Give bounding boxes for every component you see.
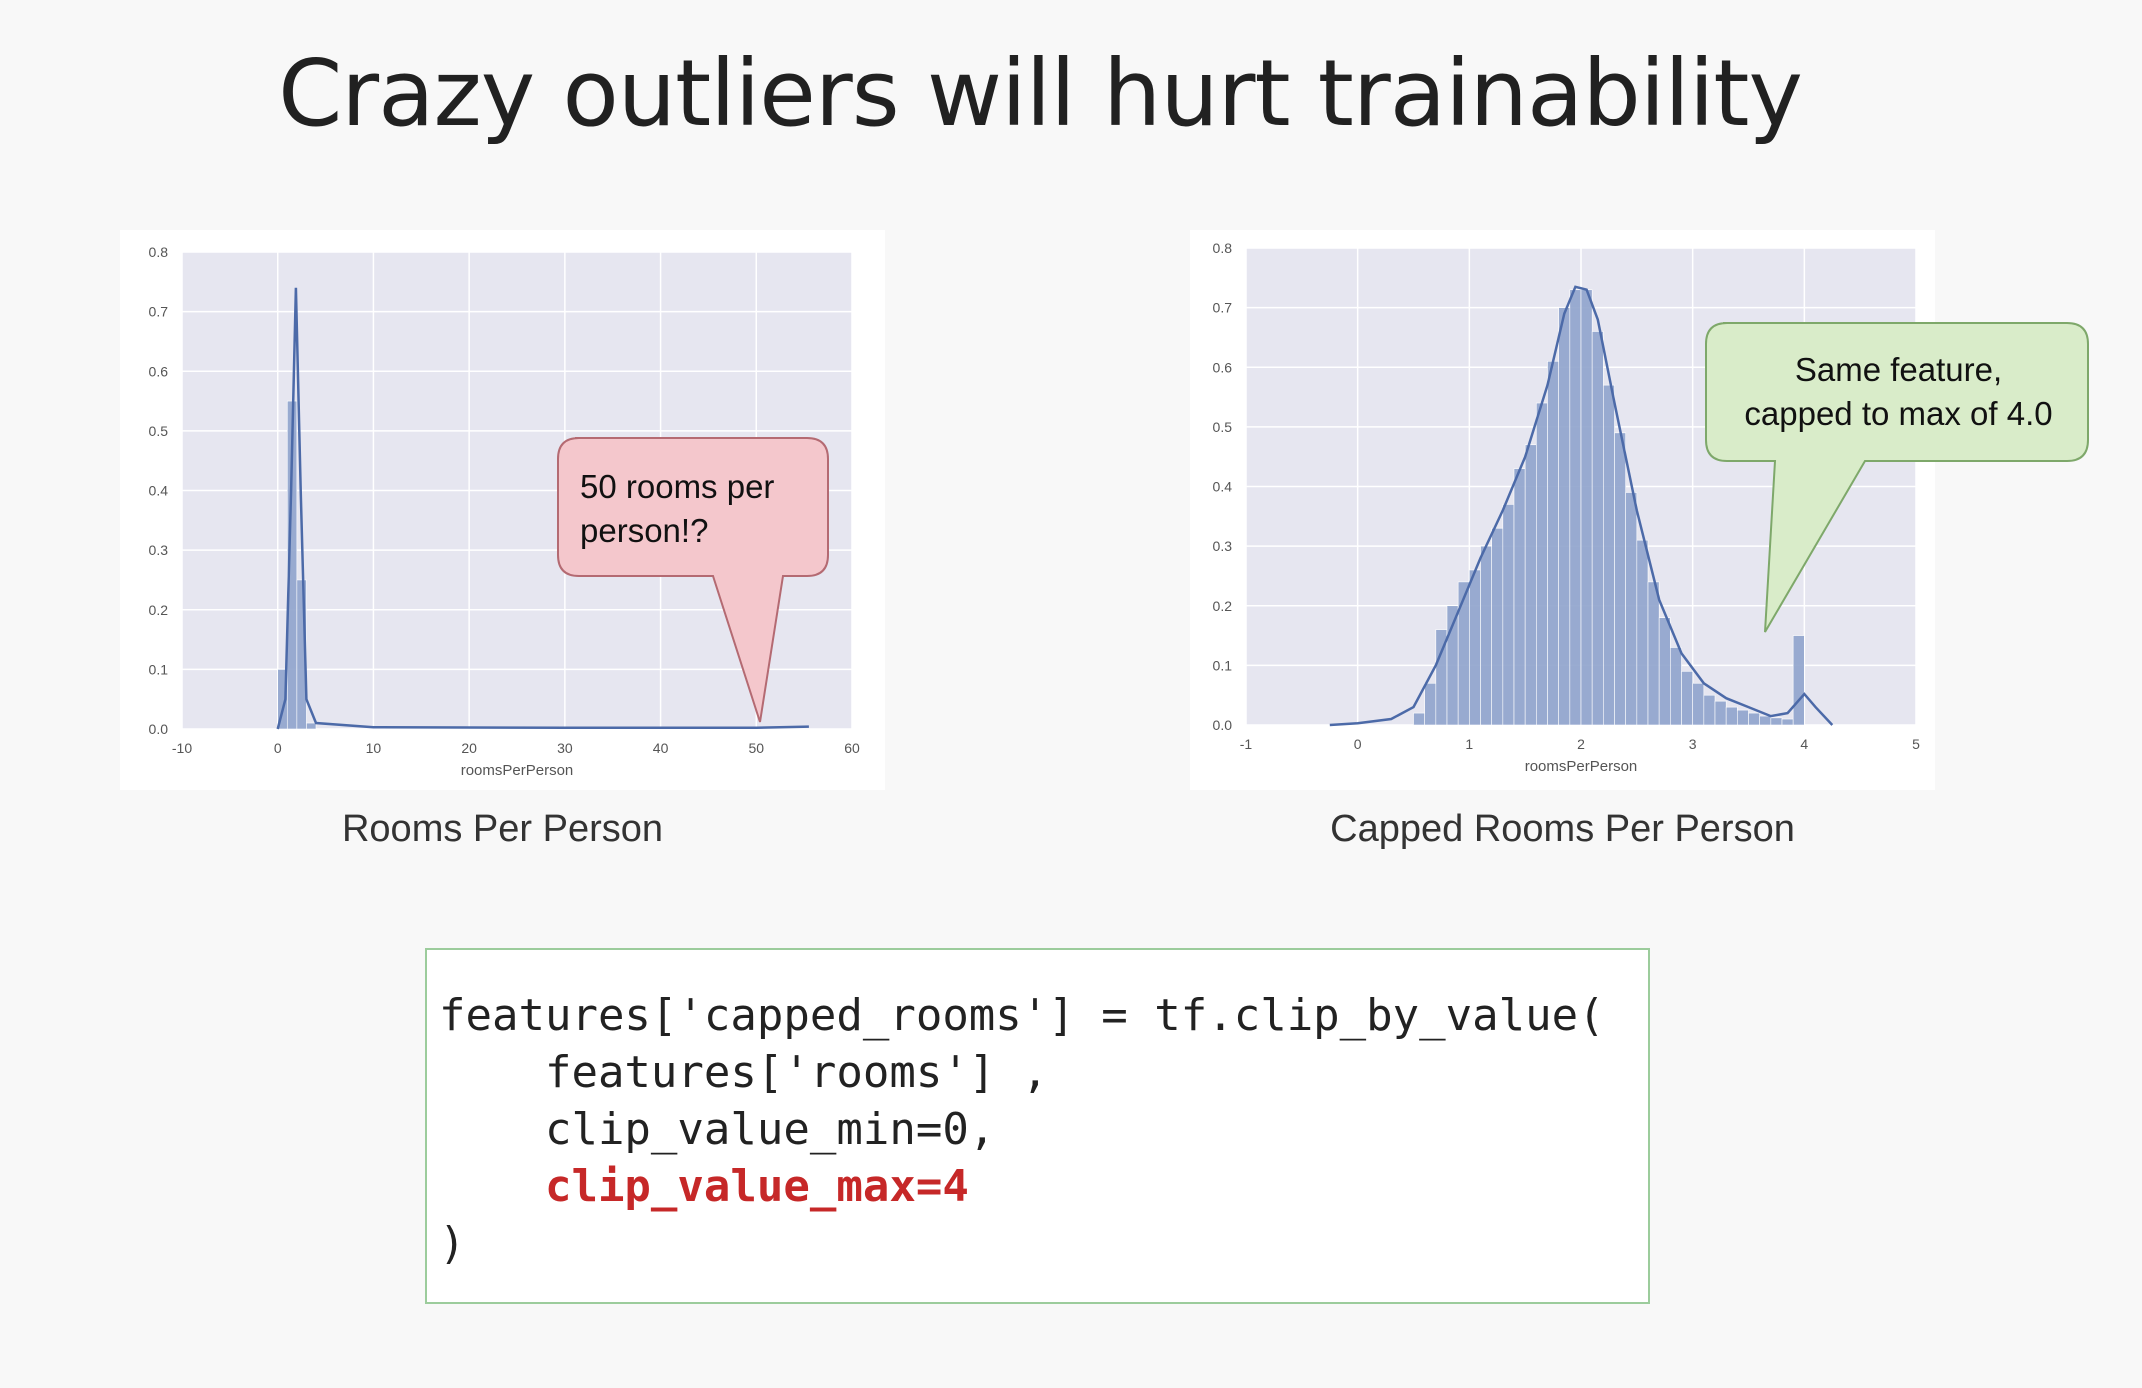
chart-right-histogram-bar — [1502, 504, 1515, 726]
chart-left-y-tick-label: 0.1 — [149, 661, 169, 677]
chart-right-histogram-bar — [1714, 700, 1727, 726]
chart-right-histogram-bar — [1413, 712, 1425, 726]
chart-right-histogram-bar — [1580, 289, 1593, 726]
chart-right-y-tick-label: 0.5 — [1213, 419, 1233, 435]
chart-right-histogram-bar — [1692, 682, 1705, 726]
chart-right-histogram-bar — [1759, 715, 1772, 726]
callout-right-shape — [1705, 322, 2089, 633]
chart-left-x-tick-label: 40 — [653, 740, 669, 756]
chart-right-x-axis-label: roomsPerPerson — [1525, 758, 1638, 775]
callout-left-shape — [557, 437, 829, 723]
callout-left-line-2: person!? — [580, 512, 709, 549]
chart-right-histogram-bar — [1480, 545, 1492, 726]
chart-right-histogram-bar — [1513, 468, 1526, 726]
callout-right-line-1: Same feature, — [1794, 351, 2003, 388]
chart-left-kde-line — [276, 287, 809, 730]
chart-right-x-tick-label: 1 — [1465, 736, 1473, 752]
chart-right-histogram-bar — [1670, 647, 1682, 726]
chart-left-x-tick-label: 20 — [461, 740, 477, 756]
chart-left-x-tick-label: -10 — [172, 740, 192, 756]
chart-right-y-tick-label: 0.1 — [1213, 657, 1233, 673]
chart-right-histogram-bar — [1469, 569, 1481, 726]
chart-right-histogram-bar — [1591, 331, 1604, 726]
chart-right-histogram-bar — [1647, 581, 1660, 726]
chart-left-histogram-bar — [306, 722, 317, 730]
chart-left-x-tick-label: 50 — [748, 740, 764, 756]
code-block: features['capped_rooms'] = tf.clip_by_va… — [425, 948, 1650, 1304]
chart-left-y-tick-label: 0.7 — [149, 304, 169, 320]
chart-left-x-axis-label: roomsPerPerson — [461, 762, 574, 779]
chart-left-x-tick-label: 30 — [557, 740, 573, 756]
callout-right-bubble — [1705, 322, 2089, 633]
caption-capped-rooms-per-person: Capped Rooms Per Person — [1330, 808, 1795, 850]
code-line-1: features['capped_rooms'] = tf.clip_by_va… — [439, 990, 1605, 1041]
chart-left-y-tick-label: 0.5 — [149, 423, 169, 439]
chart-right-histogram-bar — [1614, 432, 1626, 726]
slide-title: Crazy outliers will hurt trainability — [278, 40, 1803, 147]
chart-right-histogram-bar — [1625, 492, 1638, 726]
chart-right-histogram-bar — [1748, 712, 1760, 726]
chart-right-histogram-bar — [1558, 307, 1571, 726]
chart-left-y-tick-label: 0.0 — [149, 721, 169, 737]
chart-left-y-tick-label: 0.3 — [149, 542, 169, 558]
chart-left-x-tick-label: 0 — [274, 740, 282, 756]
chart-right-y-tick-label: 0.2 — [1213, 598, 1233, 614]
chart-left-y-tick-label: 0.8 — [149, 244, 169, 260]
code-line-3: clip_value_min=0, — [439, 1104, 996, 1155]
chart-right-y-tick-label: 0.8 — [1213, 240, 1233, 256]
chart-right-y-tick-label: 0.4 — [1213, 479, 1233, 495]
chart-right-histogram-bar — [1770, 717, 1783, 726]
chart-right-histogram-bar — [1681, 671, 1693, 726]
chart-right-x-tick-label: -1 — [1240, 736, 1253, 752]
chart-right-kde-line — [1329, 285, 1834, 727]
code-line-4-highlight: clip_value_max=4 — [439, 1161, 969, 1212]
chart-right-y-tick-label: 0.0 — [1213, 717, 1233, 733]
chart-left-y-tick-label: 0.6 — [149, 363, 169, 379]
chart-right-histogram-bar — [1737, 709, 1749, 726]
chart-right-histogram-bar — [1636, 539, 1649, 726]
chart-left-x-tick-label: 10 — [366, 740, 382, 756]
caption-rooms-per-person: Rooms Per Person — [341, 808, 663, 850]
chart-right-y-tick-label: 0.3 — [1213, 538, 1233, 554]
chart-right-x-tick-label: 3 — [1689, 736, 1697, 752]
chart-right-histogram-bar — [1491, 527, 1504, 726]
callout-right-line-2: capped to max of 4.0 — [1744, 395, 2053, 432]
chart-right-histogram-bar — [1658, 617, 1671, 726]
code-line-5: ) — [439, 1218, 466, 1269]
chart-right-histogram-bar — [1725, 706, 1738, 726]
chart-left-x-tick-label: 60 — [844, 740, 860, 756]
chart-right-histogram-bar — [1424, 682, 1437, 726]
chart-right-y-tick-label: 0.7 — [1213, 300, 1233, 316]
code-line-2: features['rooms'] , — [439, 1047, 1049, 1098]
callout-left-text: 50 rooms per person!? — [580, 465, 820, 553]
chart-right-histogram-bar — [1603, 384, 1615, 726]
chart-right-x-tick-label: 4 — [1800, 736, 1808, 752]
chart-right-histogram-bar — [1547, 360, 1559, 726]
chart-right-histogram-bar — [1457, 581, 1470, 726]
callout-left-line-1: 50 rooms per — [580, 468, 775, 505]
chart-right-histogram-bar — [1703, 694, 1716, 726]
chart-right-x-tick-label: 2 — [1577, 736, 1585, 752]
callout-left-bubble — [557, 437, 829, 723]
chart-right-histogram-bar — [1524, 444, 1537, 726]
callout-right-text: Same feature, capped to max of 4.0 — [1706, 348, 2091, 436]
chart-left-y-tick-label: 0.2 — [149, 602, 169, 618]
chart-left-y-tick-label: 0.4 — [149, 483, 169, 499]
chart-right-x-tick-label: 5 — [1912, 736, 1920, 752]
chart-right-histogram-bar — [1569, 289, 1582, 726]
chart-right-histogram-bar — [1781, 718, 1794, 726]
chart-right-histogram-bar — [1792, 635, 1805, 726]
chart-right-y-tick-label: 0.6 — [1213, 359, 1233, 375]
chart-right-x-tick-label: 0 — [1354, 736, 1362, 752]
chart-right-histogram-bar — [1536, 402, 1548, 726]
